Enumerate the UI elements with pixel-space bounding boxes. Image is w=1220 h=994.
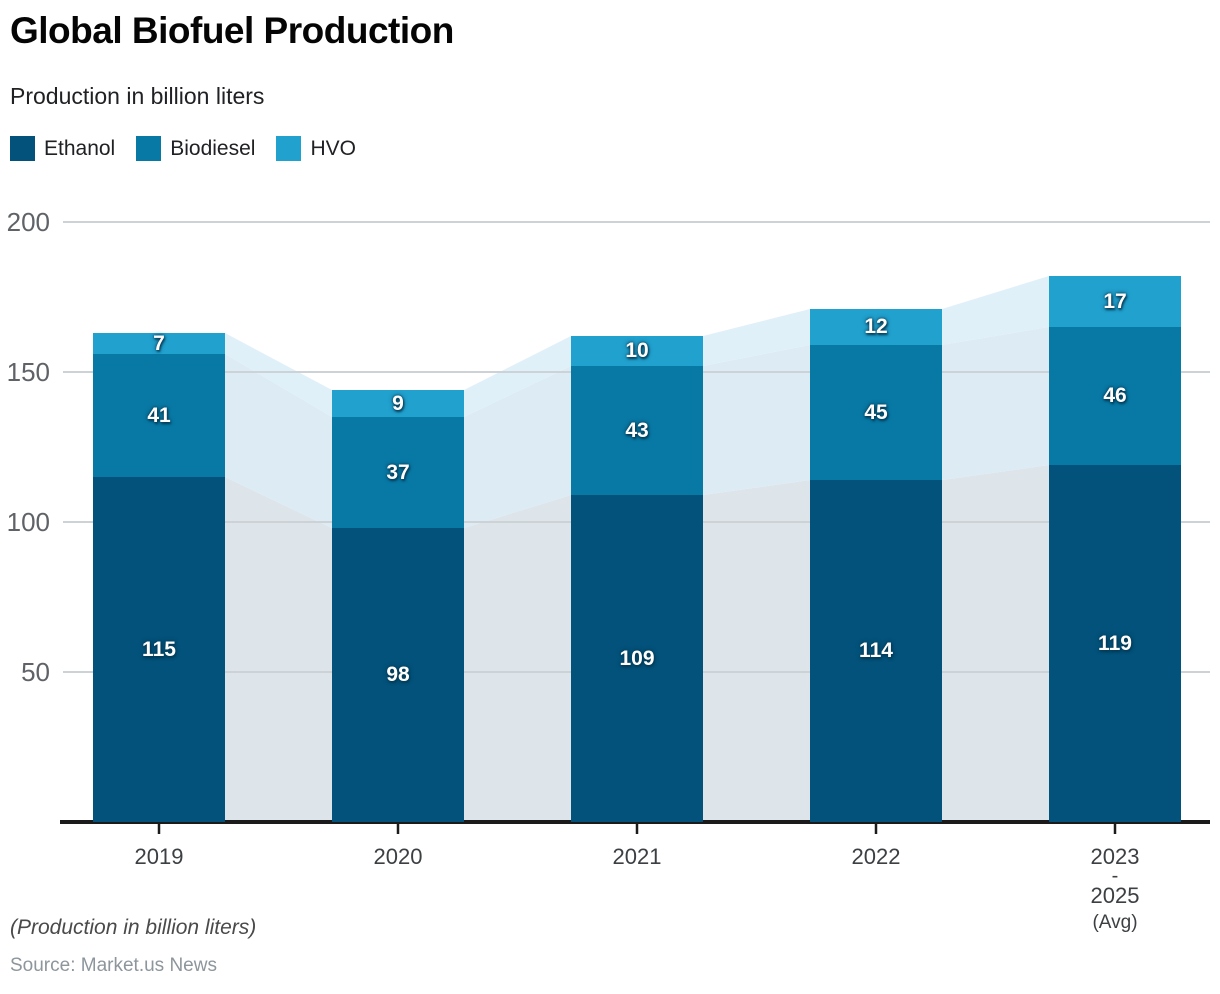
bar-value-label: 45 [864, 400, 888, 424]
legend-label: Ethanol [44, 136, 116, 160]
bar-value-label: 115 [142, 637, 176, 661]
legend-label: HVO [310, 136, 356, 160]
bar-value-label: 119 [1098, 631, 1132, 655]
bar-value-label: 41 [147, 403, 171, 427]
bar-segment-biodiesel [810, 345, 942, 480]
x-axis-label-line: 2020 [373, 844, 423, 869]
bar-value-label: 37 [386, 460, 410, 484]
bar-value-label: 12 [864, 315, 888, 338]
bar-value-label: 43 [625, 418, 649, 442]
x-axis-label-line: 2025 [1090, 883, 1140, 908]
y-axis-label: 150 [6, 357, 50, 387]
x-axis-label-line: - [1111, 865, 1119, 887]
bar-value-label: 109 [619, 646, 655, 670]
source-credit: Source: Market.us News [10, 955, 217, 976]
legend-swatch [136, 136, 162, 161]
legend-item: Biodiesel [136, 136, 255, 161]
footer-note: (Production in billion liters) [10, 916, 257, 939]
x-axis-label: 2021 [557, 844, 717, 870]
axis-tick [874, 822, 878, 834]
bar-value-label: 114 [859, 639, 893, 662]
x-axis-label: 2022 [796, 844, 956, 870]
bar-segment-hvo [93, 333, 225, 354]
page-subtitle: Production in billion liters [10, 83, 265, 109]
axis-line [60, 820, 1210, 824]
bar-segment-biodiesel [1049, 327, 1181, 465]
bar-value-label: 46 [1103, 384, 1127, 407]
bar-segment-ethanol [810, 480, 942, 822]
bar-value-label: 17 [1103, 289, 1127, 313]
legend-swatch [276, 136, 302, 161]
bar-segment-biodiesel [571, 366, 703, 495]
y-axis-label: 200 [6, 207, 50, 237]
bar-value-label: 7 [153, 331, 165, 355]
bar-value-label: 9 [392, 391, 404, 415]
axis-tick [1113, 822, 1117, 834]
bar-segment-hvo [332, 390, 464, 417]
x-axis-label: 2019 [79, 844, 239, 870]
bar-segment-hvo [810, 309, 942, 345]
bar-segment-hvo [1049, 276, 1181, 327]
x-axis-label: 2020 [318, 844, 478, 870]
x-axis-label-line: 2021 [612, 844, 662, 869]
legend-item: Ethanol [10, 136, 115, 161]
bar-value-label: 98 [386, 663, 410, 686]
y-axis-label: 100 [6, 507, 50, 537]
bar-value-label: 10 [625, 339, 649, 362]
axis-tick [157, 822, 161, 834]
legend-swatch [10, 136, 35, 161]
page-title: Global Biofuel Production [10, 10, 454, 51]
x-axis-label-line: 2019 [134, 844, 184, 869]
bar-segment-ethanol [332, 528, 464, 822]
bar-segment-hvo [571, 336, 703, 366]
y-axis-label: 50 [21, 657, 50, 687]
bar-segment-ethanol [571, 495, 703, 822]
bar-segment-biodiesel [332, 417, 464, 528]
bar-segment-ethanol [1049, 465, 1181, 822]
x-axis-label-line: (Avg) [1092, 912, 1138, 933]
legend-label: Biodiesel [170, 136, 256, 160]
legend-item: HVO [276, 136, 356, 161]
x-axis-label-line: 2023 [1090, 844, 1140, 869]
axis-tick [635, 822, 639, 834]
chart-legend: Ethanol Biodiesel HVO [10, 136, 377, 161]
x-axis-label: 2023-2025 (Avg) [1035, 844, 1195, 936]
axis-tick [396, 822, 400, 834]
x-axis-label-line: 2022 [851, 844, 901, 869]
bar-segment-biodiesel [93, 354, 225, 477]
bar-segment-ethanol [93, 477, 225, 822]
